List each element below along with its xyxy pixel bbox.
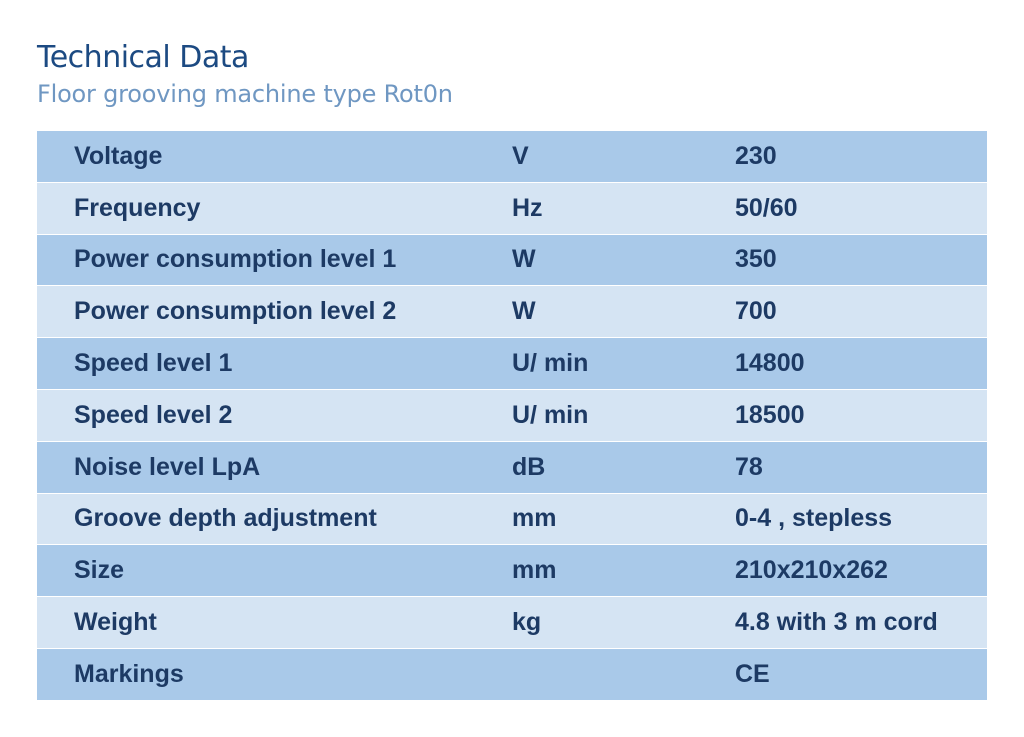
value-cell: 78 <box>735 452 763 481</box>
page-subtitle: Floor grooving machine type Rot0n <box>37 80 453 108</box>
parameter-cell: Speed level 1 <box>74 349 233 378</box>
parameter-cell: Voltage <box>74 141 163 170</box>
value-cell: 700 <box>735 297 777 326</box>
table-row: Size mm 210x210x262 <box>37 545 987 598</box>
parameter-cell: Power consumption level 1 <box>74 245 397 274</box>
parameter-cell: Noise level LpA <box>74 452 261 481</box>
unit-cell: V <box>512 141 529 170</box>
table-row: Weight kg 4.8 with 3 m cord <box>37 597 987 649</box>
value-cell: CE <box>735 659 770 688</box>
value-cell: 18500 <box>735 400 805 429</box>
unit-cell: Hz <box>512 193 543 222</box>
table-row: Power consumption level 1 W 350 <box>37 234 987 287</box>
table-row: Noise level LpA dB 78 <box>37 441 987 494</box>
unit-cell: U/ min <box>512 400 589 429</box>
table-row: Power consumption level 2 W 700 <box>37 286 987 339</box>
parameter-cell: Groove depth adjustment <box>74 504 377 533</box>
unit-cell: mm <box>512 504 557 533</box>
value-cell: 4.8 with 3 m cord <box>735 608 938 637</box>
unit-cell: U/ min <box>512 349 589 378</box>
parameter-cell: Weight <box>74 608 157 637</box>
table-row: Frequency Hz 50/60 <box>37 182 987 235</box>
value-cell: 230 <box>735 141 777 170</box>
value-cell: 350 <box>735 245 777 274</box>
parameter-cell: Frequency <box>74 193 201 222</box>
unit-cell: W <box>512 245 536 274</box>
page-title: Technical Data <box>37 40 249 75</box>
value-cell: 0-4 , stepless <box>735 504 893 533</box>
table-row: Groove depth adjustment mm 0-4 , steples… <box>37 493 987 546</box>
value-cell: 14800 <box>735 349 805 378</box>
table-row: Markings CE <box>37 648 987 701</box>
value-cell: 210x210x262 <box>735 556 888 585</box>
unit-cell: W <box>512 297 536 326</box>
table-row: Speed level 2 U/ min 18500 <box>37 389 987 442</box>
table-row: Speed level 1 U/ min 14800 <box>37 338 987 390</box>
unit-cell: kg <box>512 608 542 637</box>
parameter-cell: Markings <box>74 659 184 688</box>
value-cell: 50/60 <box>735 193 798 222</box>
unit-cell: dB <box>512 452 546 481</box>
technical-data-table: Voltage V 230 Frequency Hz 50/60 Power c… <box>37 131 987 701</box>
unit-cell: mm <box>512 556 557 585</box>
parameter-cell: Speed level 2 <box>74 400 233 429</box>
table-row: Voltage V 230 <box>37 131 987 183</box>
parameter-cell: Power consumption level 2 <box>74 297 397 326</box>
parameter-cell: Size <box>74 556 125 585</box>
